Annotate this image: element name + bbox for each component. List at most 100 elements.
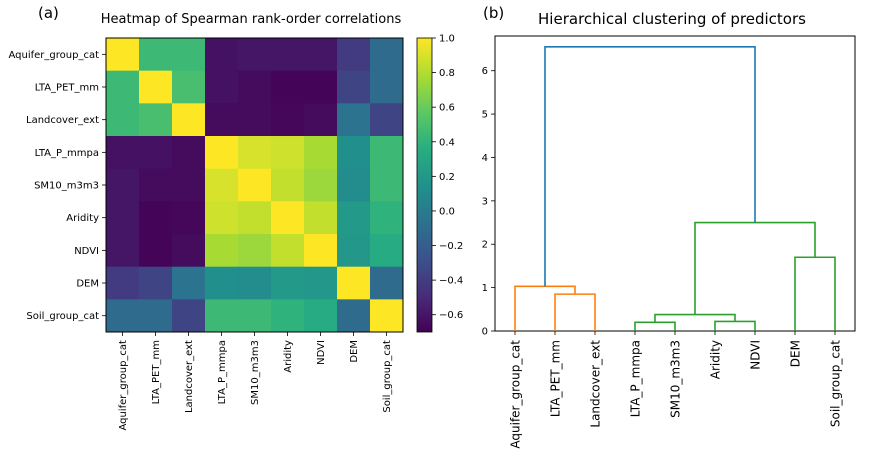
heatmap-col-label: LTA_PET_mm — [151, 340, 162, 404]
heatmap-cell — [172, 234, 206, 268]
heatmap-cell — [139, 136, 173, 170]
heatmap-cell — [271, 136, 305, 170]
heatmap-col-label: Landcover_ext — [184, 340, 195, 413]
heatmap-cell — [304, 136, 338, 170]
heatmap-cell — [271, 234, 305, 268]
heatmap-cell — [172, 103, 206, 137]
heatmap-cell — [304, 234, 338, 268]
heatmap-cell — [370, 266, 404, 300]
heatmap-cells — [106, 38, 404, 333]
heatmap-row-label: NDVI — [74, 246, 99, 257]
heatmap-cell — [139, 168, 173, 202]
heatmap-cell — [271, 38, 305, 72]
dendrogram-link — [544, 46, 756, 287]
heatmap-cell — [337, 299, 371, 333]
colorbar-tick-label: −0.6 — [439, 310, 463, 321]
heatmap-col-label: Soil_group_cat — [382, 340, 393, 413]
dendrogram-y-tick-label: 6 — [482, 66, 488, 77]
heatmap-cell — [205, 234, 239, 268]
heatmap-row-label: SM10_m3m3 — [34, 181, 99, 192]
dendrogram-leaf-label: Aquifer_group_cat — [509, 340, 523, 449]
heatmap-cell — [106, 299, 140, 333]
dendrogram-leaf-label: Landcover_ext — [589, 340, 603, 428]
heatmap-cell — [172, 70, 206, 104]
heatmap-cell — [205, 70, 239, 104]
dendrogram-y-axis: 0 1 2 3 4 5 6 — [482, 66, 495, 338]
dendrogram-link — [554, 293, 596, 331]
heatmap-cell — [370, 234, 404, 268]
heatmap-row-label: LTA_P_mmpa — [35, 148, 99, 159]
heatmap-cell — [172, 168, 206, 202]
dendrogram-link — [694, 221, 816, 315]
heatmap-col-label: Aquifer_group_cat — [118, 340, 129, 431]
dendrogram-leaf-label: NDVI — [749, 340, 763, 370]
heatmap-cell — [172, 136, 206, 170]
heatmap-col-label: NDVI — [316, 340, 327, 365]
heatmap-cell — [370, 103, 404, 137]
dendrogram-leaf-label: SM10_m3m3 — [669, 340, 683, 418]
heatmap-cell — [106, 136, 140, 170]
heatmap-cell — [271, 266, 305, 300]
dendrogram-link — [514, 285, 576, 331]
dendrogram-link — [794, 256, 836, 331]
dendrogram-y-tick-label: 4 — [482, 153, 488, 164]
heatmap-col-label: Aridity — [283, 340, 294, 373]
heatmap-cell — [304, 70, 338, 104]
heatmap-cell — [172, 266, 206, 300]
colorbar-tick-label: −0.4 — [439, 276, 463, 287]
heatmap-cell — [370, 168, 404, 202]
heatmap-cell — [304, 38, 338, 72]
heatmap-cell — [172, 38, 206, 72]
heatmap-cell — [238, 266, 272, 300]
heatmap-cell — [139, 70, 173, 104]
heatmap-cell — [205, 299, 239, 333]
dendrogram-panel: (b) Hierarchical clustering of predictor… — [482, 4, 856, 449]
panel-label-a: (a) — [38, 4, 59, 22]
heatmap-cell — [271, 201, 305, 235]
dendrogram-y-tick-label: 2 — [482, 240, 488, 251]
heatmap-cell — [337, 234, 371, 268]
heatmap-cell — [139, 201, 173, 235]
heatmap-cell — [304, 168, 338, 202]
heatmap-cell — [238, 103, 272, 137]
heatmap-row-label: Soil_group_cat — [26, 311, 99, 322]
dendrogram-title: Hierarchical clustering of predictors — [538, 10, 806, 28]
heatmap-cell — [271, 299, 305, 333]
heatmap-cell — [238, 136, 272, 170]
heatmap-cell — [304, 201, 338, 235]
dendrogram-leaf-labels: Aquifer_group_cat LTA_PET_mm Landcover_ext… — [509, 331, 843, 449]
dendrogram-links — [514, 46, 836, 331]
colorbar-tick-label: 1.0 — [439, 34, 455, 45]
colorbar — [416, 37, 433, 333]
heatmap-cell — [304, 103, 338, 137]
heatmap-row-label: DEM — [76, 279, 99, 290]
dendrogram-y-tick-label: 1 — [482, 283, 488, 294]
heatmap-cell — [370, 299, 404, 333]
colorbar-tick-label: 0.6 — [439, 103, 455, 114]
heatmap-row-label: Aridity — [66, 213, 99, 224]
heatmap-cell — [205, 168, 239, 202]
heatmap-cell — [337, 70, 371, 104]
heatmap-cell — [205, 38, 239, 72]
dendrogram-leaf-label: Soil_group_cat — [829, 340, 843, 427]
dendrogram-link — [654, 313, 736, 323]
heatmap-cell — [370, 70, 404, 104]
heatmap-cell — [337, 266, 371, 300]
heatmap-cell — [304, 299, 338, 333]
heatmap-cell — [106, 103, 140, 137]
heatmap-cell — [172, 201, 206, 235]
dendrogram-leaf-label: LTA_P_mmpa — [629, 340, 643, 417]
colorbar-tick-label: −0.2 — [439, 241, 463, 252]
heatmap-panel: (a) Heatmap of Spearman rank-order corre… — [8, 4, 463, 431]
heatmap-cell — [271, 168, 305, 202]
heatmap-cell — [139, 38, 173, 72]
heatmap-row-labels: Aquifer_group_cat LTA_PET_mm Landcover_ext… — [8, 50, 106, 322]
heatmap-cell — [271, 70, 305, 104]
heatmap-cell — [238, 70, 272, 104]
heatmap-cell — [337, 38, 371, 72]
heatmap-cell — [139, 299, 173, 333]
dendrogram-y-tick-label: 5 — [482, 110, 488, 121]
heatmap-cell — [337, 201, 371, 235]
heatmap-col-label: DEM — [349, 340, 360, 363]
heatmap-cell — [139, 234, 173, 268]
